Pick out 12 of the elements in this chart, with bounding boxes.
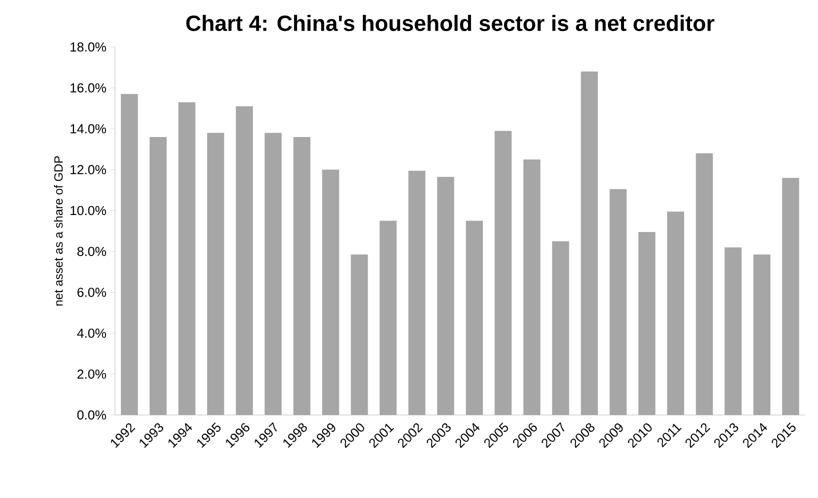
y-tick-label: 16.0% [70,83,106,92]
y-tick-label: 2.0% [77,370,106,379]
y-tick-label: 14.0% [70,124,106,134]
y-tick-label: 10.0% [70,206,106,216]
y-tick-label: 4.0% [77,328,106,338]
y-tick-label: 8.0% [77,246,106,256]
chart-title: Chart 4: China's household sector is a net creditor [186,14,714,32]
y-tick-label: 6.0% [77,288,106,297]
y-tick-label: 0.0% [77,410,106,420]
y-axis-title: net asset as a share of GDP [54,156,63,306]
y-tick-label: 18.0% [70,42,106,52]
y-tick-label: 12.0% [70,165,106,174]
